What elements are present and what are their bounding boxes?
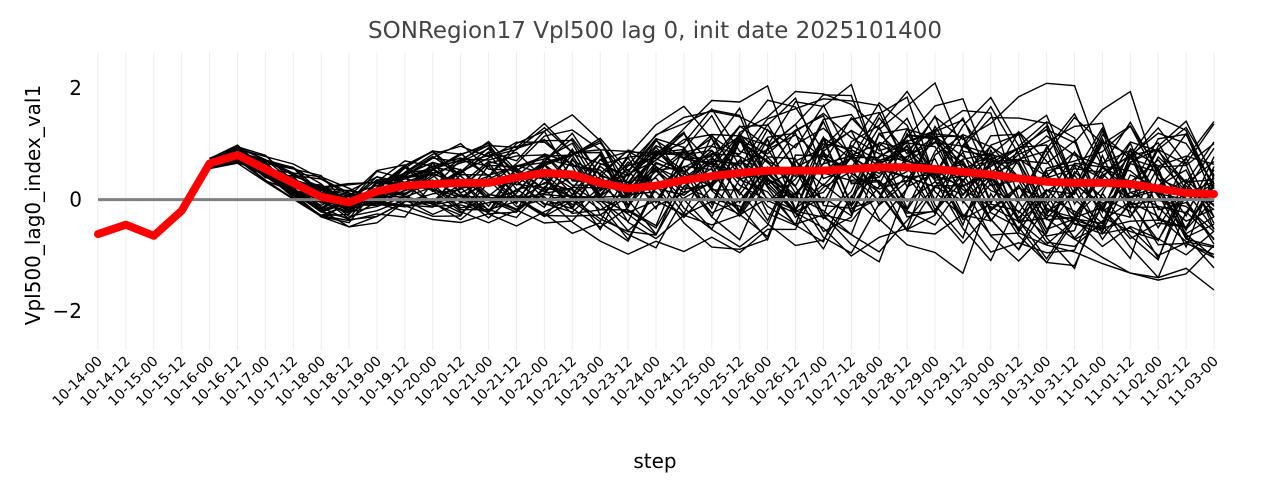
y-tick-label: −2 [53,299,82,323]
ensemble-member-line [209,82,1215,222]
y-tick-labels: −2 0 2 [53,76,82,323]
ensemble-member-line [209,114,1215,260]
y-axis-label: Vpl500_lag0_index_val1 [21,85,45,325]
mean-line [94,151,1218,240]
ensemble-member-line [209,111,1215,231]
ensemble-member-line [209,125,1215,251]
x-axis-label: step [633,449,676,473]
ensemble-member-line [209,116,1215,239]
y-tick-label: 2 [69,76,82,100]
y-tick-label: 0 [69,188,82,212]
ensemble-member-line [209,96,1215,213]
ensemble-member-line [209,94,1215,258]
chart-title: SONRegion17 Vpl500 lag 0, init date 2025… [368,18,942,44]
mean-series-line [94,151,1218,240]
ensemble-member-line [209,84,1215,235]
ensemble-member-line [209,138,1215,241]
